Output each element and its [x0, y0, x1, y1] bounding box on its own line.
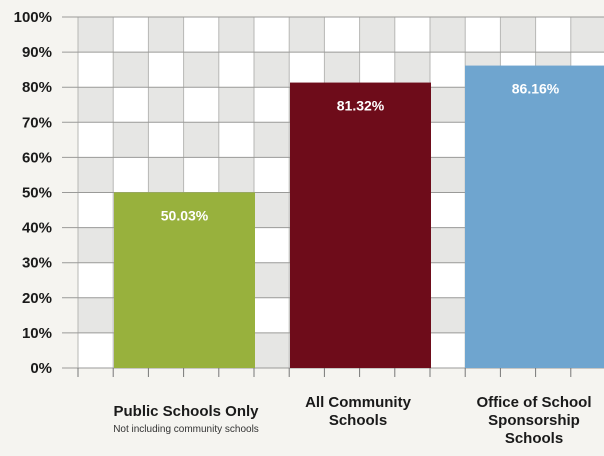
x-category-label: Schools [329, 412, 387, 429]
bars: 50.03% 81.32% 86.16% [77, 65, 604, 377]
grid-cell [113, 122, 149, 158]
y-tick-label: 10% [22, 325, 52, 342]
grid-cell [394, 52, 430, 88]
grid-cell [254, 122, 290, 158]
y-tick-label: 100% [14, 9, 52, 26]
grid-cell [183, 122, 219, 158]
y-tick-label: 70% [22, 114, 52, 131]
grid-cell [254, 332, 290, 368]
grid-cell [78, 87, 114, 123]
y-tick-label: 30% [22, 255, 52, 272]
grid-cell [148, 87, 184, 123]
x-category-label: Sponsorship [488, 412, 580, 429]
grid-cell [148, 17, 184, 53]
grid-cell [113, 52, 149, 88]
grid-cell [218, 157, 254, 193]
grid-cell [78, 157, 114, 193]
grid-cell [78, 17, 114, 53]
bar [465, 65, 604, 368]
grid-cell [254, 262, 290, 298]
grid-cell [324, 52, 360, 88]
grid-cell [254, 52, 290, 88]
bar [290, 82, 431, 368]
y-tick-label: 80% [22, 79, 52, 96]
y-tick-label: 50% [22, 185, 52, 202]
grid-cell [430, 297, 466, 333]
grid-cell [570, 17, 604, 53]
x-category-note: Not including community schools [113, 424, 259, 435]
y-tick-label: 90% [22, 44, 52, 61]
grid-cell [430, 17, 466, 53]
grid-cell [359, 17, 395, 53]
grid-cell [500, 17, 536, 53]
grid-cell [148, 157, 184, 193]
y-tick-label: 40% [22, 220, 52, 237]
x-category-label: Schools [505, 430, 563, 447]
bar-value-label: 81.32% [337, 98, 385, 114]
x-category-label: Office of School [476, 394, 591, 411]
grid-cell [218, 87, 254, 123]
grid-cell [430, 87, 466, 123]
grid-cell [254, 192, 290, 228]
bar [114, 192, 255, 368]
bar-value-label: 50.03% [161, 207, 209, 223]
x-axis-labels: Public Schools Only Not including communi… [113, 394, 591, 447]
grid-cell [78, 227, 114, 263]
y-tick-label: 20% [22, 290, 52, 307]
y-tick-label: 0% [30, 360, 52, 377]
grid-cell [430, 157, 466, 193]
y-tick-label: 60% [22, 149, 52, 166]
x-category-label: Public Schools Only [113, 403, 259, 420]
bar-value-label: 86.16% [512, 81, 560, 97]
grid-cell [289, 17, 325, 53]
grid-cell [218, 17, 254, 53]
x-category-label: All Community [305, 394, 411, 411]
grid-cell [183, 52, 219, 88]
grid-cell [430, 227, 466, 263]
grid-cell [78, 297, 114, 333]
